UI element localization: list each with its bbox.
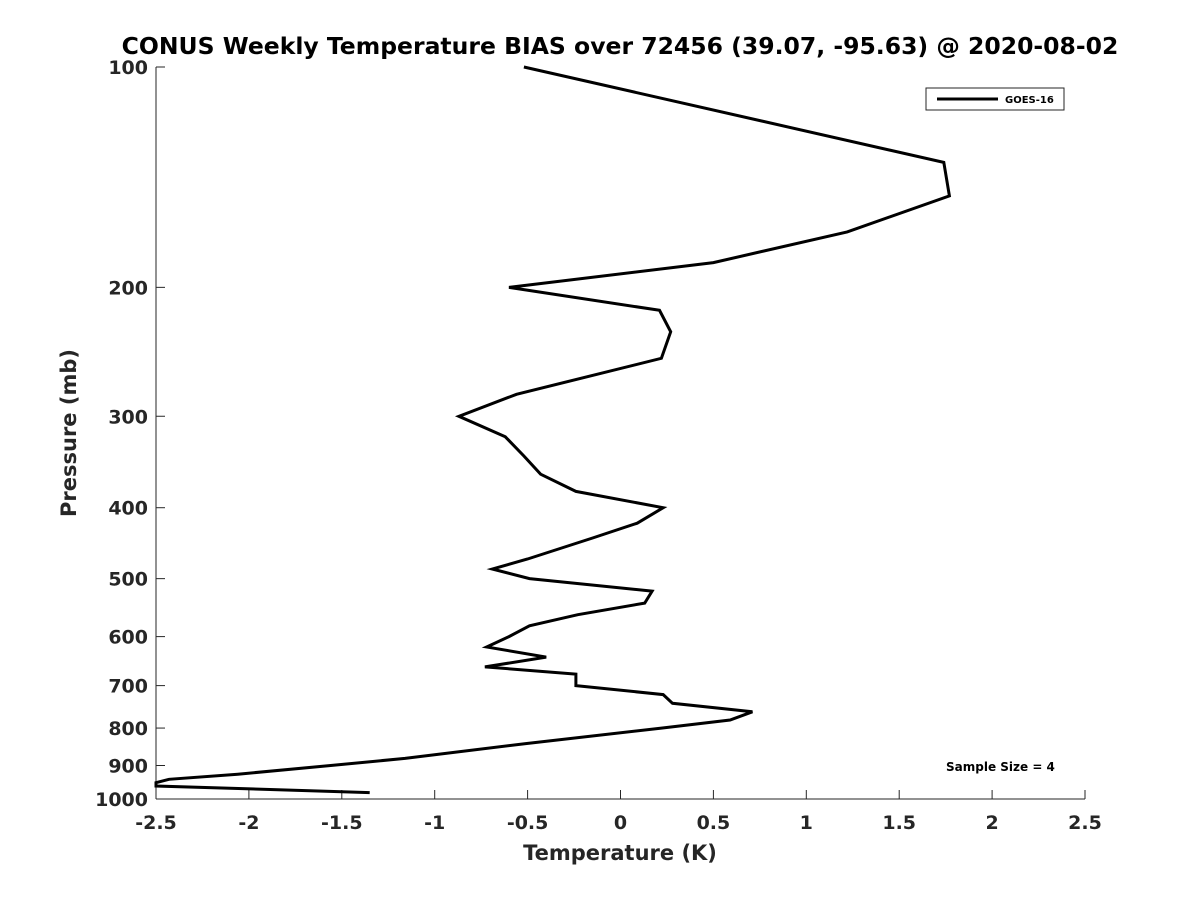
x-tick-label: 1.5 <box>882 812 916 834</box>
y-tick-label: 900 <box>108 756 148 778</box>
y-tick-label: 100 <box>108 57 148 79</box>
x-tick-label: 0.5 <box>697 812 731 834</box>
y-axis-label: Pressure (mb) <box>57 349 81 517</box>
x-tick-label: -2.5 <box>135 812 177 834</box>
y-tick-label: 200 <box>108 277 148 299</box>
x-tick-label: -1.5 <box>321 812 363 834</box>
y-tick-label: 700 <box>108 676 148 698</box>
y-tick-label: 1000 <box>95 789 148 811</box>
x-tick-label: -0.5 <box>507 812 549 834</box>
legend: GOES-16 <box>925 87 1065 111</box>
series-layer <box>154 65 952 795</box>
y-tick-label: 400 <box>108 498 148 520</box>
y-tick-label: 800 <box>108 718 148 740</box>
x-tick-label: 1 <box>800 812 813 834</box>
y-tick-label: 500 <box>108 569 148 591</box>
x-ticks: -2.5 -2 -1.5 -1 -0.5 0 0.5 1 1.5 2 2.5 <box>135 790 1102 834</box>
x-tick-label: 2.5 <box>1068 812 1102 834</box>
y-ticks: 100 200 300 400 500 600 700 800 900 1000 <box>95 57 165 811</box>
sample-size-annotation: Sample Size = 4 <box>946 760 1055 774</box>
chart-title: CONUS Weekly Temperature BIAS over 72456… <box>122 32 1119 60</box>
y-tick-label: 600 <box>108 627 148 649</box>
x-tick-label: -2 <box>238 812 259 834</box>
x-tick-label: 2 <box>985 812 998 834</box>
x-tick-label: 0 <box>614 812 627 834</box>
x-tick-label: -1 <box>424 812 445 834</box>
x-axis-label: Temperature (K) <box>523 841 717 865</box>
y-tick-label: 300 <box>108 406 148 428</box>
series-line-0 <box>154 65 952 795</box>
legend-label-goes-16: GOES-16 <box>1005 95 1054 106</box>
